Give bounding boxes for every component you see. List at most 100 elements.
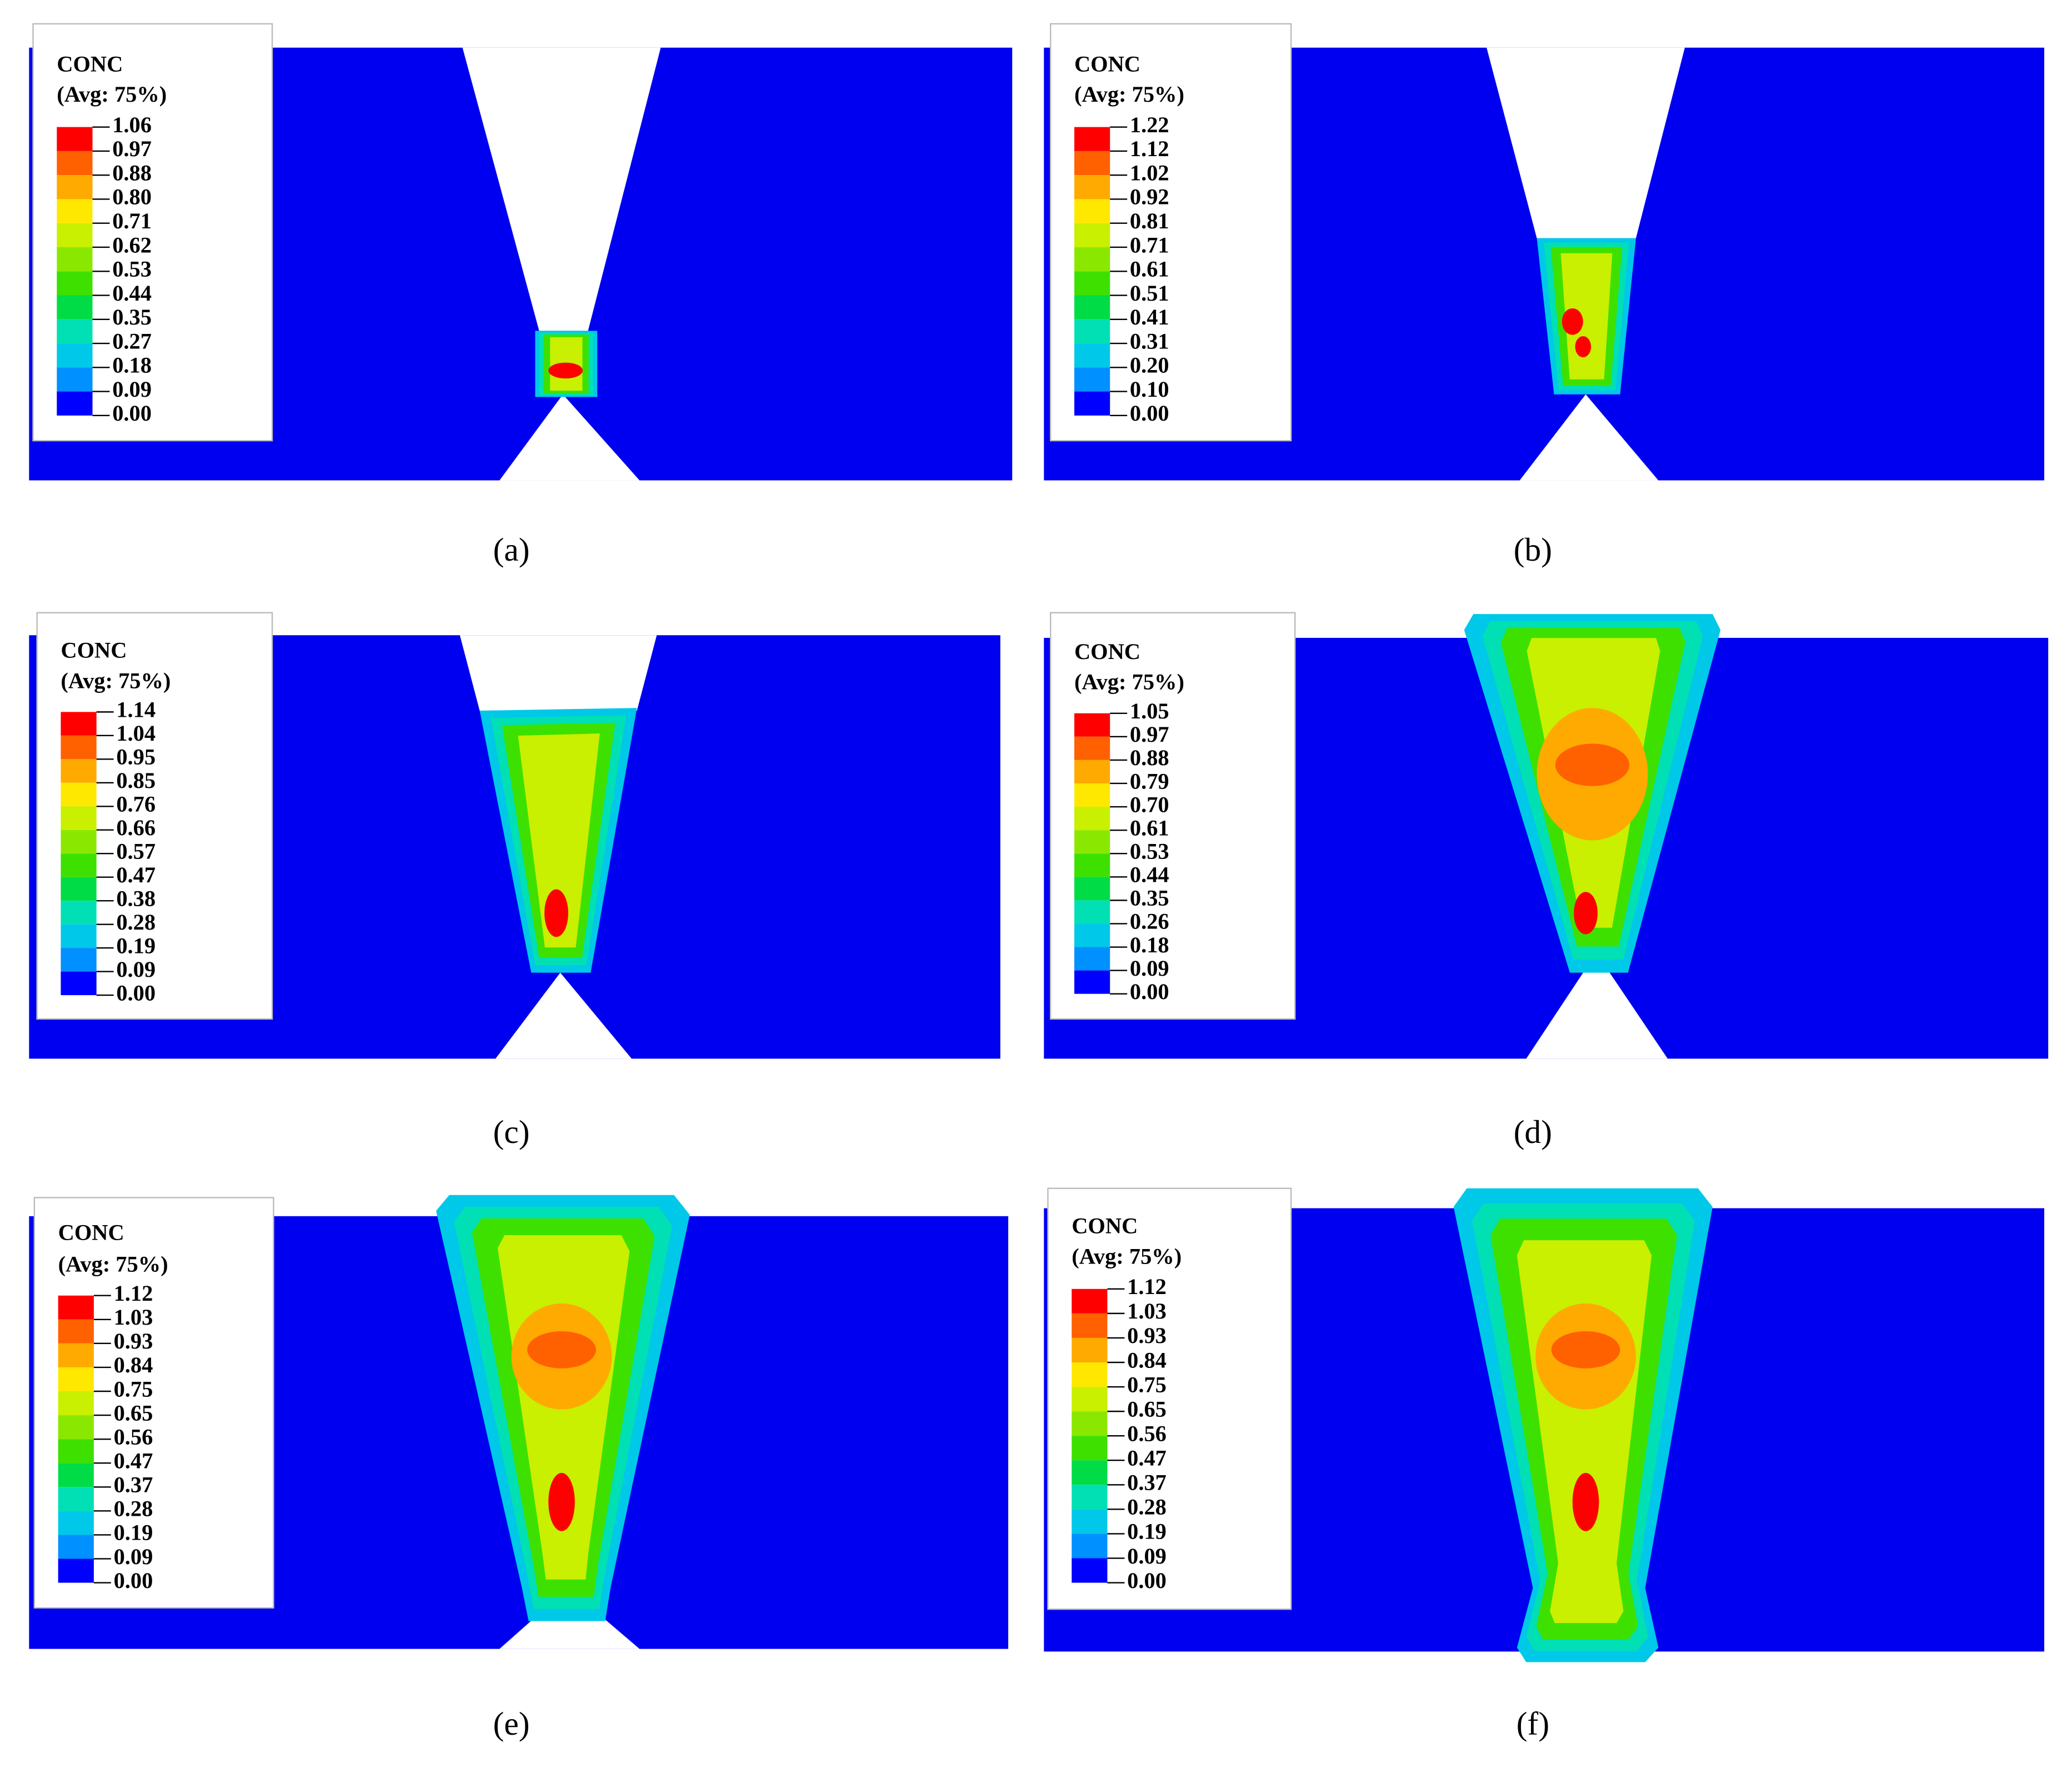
legend-swatch: [61, 806, 97, 830]
legend-title: CONC: [61, 637, 127, 662]
panel: CONC(Avg: 75%)1.141.040.950.850.760.660.…: [29, 612, 1000, 1150]
legend-swatch: [1072, 1460, 1108, 1485]
legend-swatch: [1074, 199, 1110, 223]
legend-label: 0.88: [112, 160, 152, 185]
legend-swatch: [58, 1487, 94, 1511]
legend-label: 0.19: [114, 1520, 153, 1545]
legend-label: 0.61: [1130, 257, 1169, 282]
legend-swatch: [57, 391, 93, 416]
legend-label: 0.62: [112, 232, 152, 257]
legend-label: 0.28: [1127, 1495, 1167, 1520]
legend-swatch: [61, 735, 97, 760]
legend-label: 0.53: [112, 257, 152, 282]
legend-swatch: [1074, 807, 1110, 831]
legend-label: 0.47: [116, 862, 156, 887]
legend-label: 0.00: [114, 1568, 153, 1593]
hot-spot: [1551, 1331, 1620, 1369]
legend-swatch: [61, 971, 97, 996]
legend-swatch: [1074, 271, 1110, 296]
legend-label: 0.80: [112, 184, 152, 209]
legend-label: 0.57: [116, 838, 156, 863]
legend-title: CONC: [58, 1220, 124, 1245]
legend-swatch: [1074, 947, 1110, 971]
legend-swatch: [58, 1295, 94, 1320]
legend-swatch: [1074, 175, 1110, 199]
hot-spot: [1575, 336, 1591, 358]
legend-swatch: [1074, 713, 1110, 737]
legend-label: 0.76: [116, 792, 156, 817]
legend-label: 0.66: [116, 815, 156, 840]
legend-swatch: [1074, 247, 1110, 272]
legend-label: 0.71: [1130, 232, 1169, 257]
caption: (a): [493, 531, 530, 568]
legend-subtitle: (Avg: 75%): [57, 82, 167, 107]
legend-label: 0.65: [114, 1400, 153, 1425]
legend-label: 0.97: [1130, 722, 1169, 747]
legend-swatch: [61, 759, 97, 783]
legend-label: 0.47: [1127, 1446, 1167, 1471]
legend-label: 0.20: [1130, 353, 1169, 378]
legend-swatch: [61, 924, 97, 948]
legend-swatch: [1072, 1313, 1108, 1338]
legend-label: 0.31: [1130, 328, 1169, 353]
legend-swatch: [57, 319, 93, 344]
legend-swatch: [57, 127, 93, 151]
legend-label: 0.65: [1127, 1396, 1167, 1421]
legend-swatch: [58, 1391, 94, 1416]
legend-label: 0.84: [1127, 1347, 1167, 1372]
legend-label: 0.44: [1130, 862, 1169, 887]
legend-label: 0.09: [114, 1544, 153, 1569]
legend-label: 0.27: [112, 328, 152, 353]
legend-swatch: [1072, 1509, 1108, 1534]
legend-label: 0.09: [112, 377, 152, 402]
legend-swatch: [57, 367, 93, 392]
legend-swatch: [1074, 900, 1110, 924]
legend-label: 1.03: [114, 1305, 153, 1330]
legend-swatch: [58, 1367, 94, 1391]
legend-swatch: [1074, 853, 1110, 877]
legend-label: 0.95: [116, 745, 156, 770]
legend-label: 0.93: [114, 1329, 153, 1354]
legend-label: 0.18: [112, 353, 152, 378]
legend-label: 0.37: [114, 1472, 153, 1497]
legend-swatch: [1074, 223, 1110, 247]
weld-contour: [1560, 253, 1613, 379]
legend-swatch: [1074, 877, 1110, 901]
legend-label: 1.22: [1130, 112, 1169, 137]
legend-swatch: [1072, 1411, 1108, 1436]
legend-label: 1.03: [1127, 1298, 1167, 1323]
legend-label: 0.81: [1130, 208, 1169, 233]
legend-swatch: [1074, 970, 1110, 994]
legend-title: CONC: [1074, 51, 1140, 76]
legend-swatch: [57, 175, 93, 199]
hot-spot: [544, 889, 568, 937]
legend-swatch: [58, 1559, 94, 1583]
legend-label: 1.06: [112, 112, 152, 137]
legend-label: 0.53: [1130, 838, 1169, 863]
legend-label: 0.09: [116, 957, 156, 982]
legend-label: 0.85: [116, 768, 156, 793]
legend-subtitle: (Avg: 75%): [58, 1252, 168, 1277]
legend-label: 0.93: [1127, 1323, 1167, 1348]
caption: (c): [493, 1113, 530, 1150]
legend-swatch: [1072, 1337, 1108, 1362]
legend-label: 1.02: [1130, 160, 1169, 185]
legend-swatch: [1074, 760, 1110, 783]
legend-swatch: [1072, 1558, 1108, 1583]
legend-swatch: [57, 151, 93, 176]
groove: [459, 635, 657, 711]
legend-title: CONC: [1074, 639, 1140, 664]
legend-label: 0.61: [1130, 815, 1169, 840]
legend-swatch: [61, 877, 97, 901]
legend-swatch: [58, 1343, 94, 1367]
hot-spot: [1572, 1472, 1599, 1531]
legend-swatch: [1074, 151, 1110, 176]
legend-swatch: [61, 901, 97, 925]
legend-label: 1.14: [116, 697, 156, 722]
legend-swatch: [1074, 783, 1110, 807]
legend-label: 1.05: [1130, 698, 1169, 723]
groove: [1519, 394, 1659, 481]
groove: [1526, 952, 1668, 1059]
legend-label: 0.79: [1130, 768, 1169, 793]
legend-label: 0.75: [114, 1376, 153, 1401]
